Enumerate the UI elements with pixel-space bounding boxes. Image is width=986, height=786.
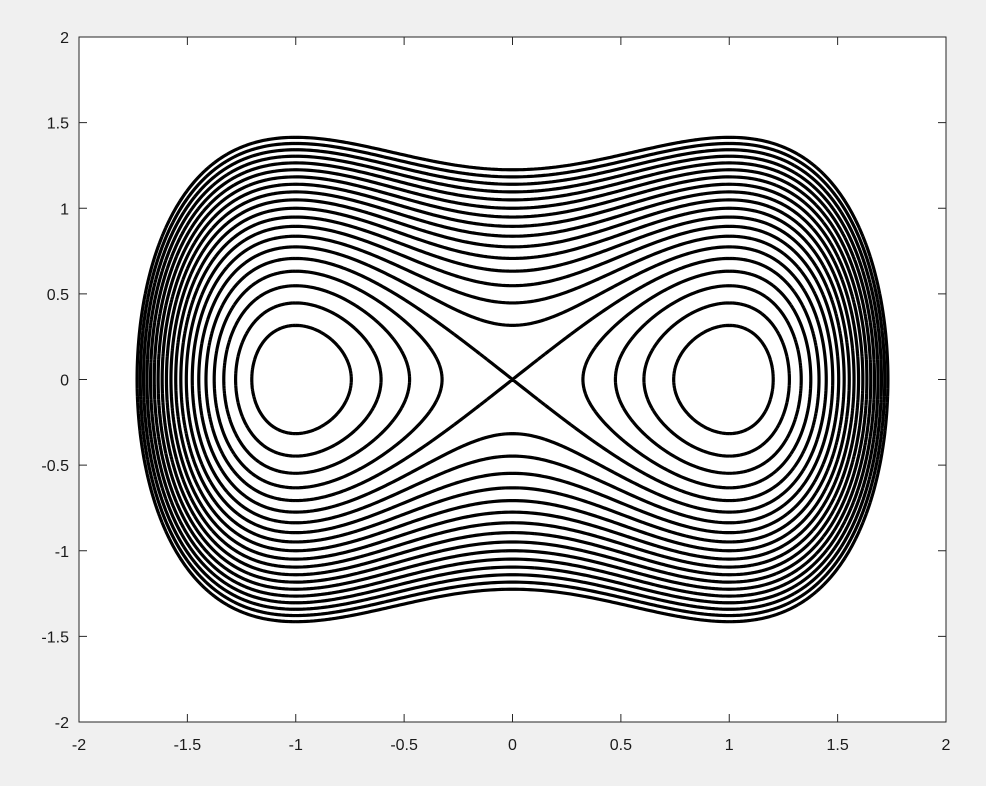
contour-line-solid: [156, 175, 869, 584]
contour-line-solid: [197, 245, 828, 514]
contour-line-solid: [190, 234, 835, 525]
contour-line-dashed: [222, 284, 803, 475]
y-tick-label: -1.5: [41, 629, 69, 646]
y-tick-label: -1: [55, 544, 69, 561]
x-tick-label: -2: [72, 737, 86, 754]
contour-line-solid: [160, 182, 865, 577]
contour-line-solid: [164, 190, 861, 569]
contour-line-solid: [204, 256, 821, 503]
y-tick-label: 2: [60, 30, 69, 47]
x-tick-label: -1: [289, 737, 303, 754]
x-tick-label: 1: [725, 737, 734, 754]
contour-line-dashed: [234, 301, 791, 458]
contour-line-solid: [174, 206, 851, 553]
contour-line-solid: [148, 161, 877, 598]
x-tick-label: 0.5: [610, 737, 632, 754]
y-tick-label: -0.5: [41, 458, 69, 475]
y-tick-labels: -2 -1.5 -1 -0.5 0 0.5 1 1.5 2: [41, 30, 69, 732]
contour-line-dashed: [212, 269, 813, 490]
x-tick-label: 0: [508, 737, 517, 754]
y-tick-label: -2: [55, 715, 69, 732]
x-tick-label: -1.5: [174, 737, 202, 754]
axis-ticks: [78, 36, 947, 723]
contour-line-solid: [135, 135, 890, 624]
contour-line-solid: [152, 168, 873, 591]
y-tick-label: 0: [60, 373, 69, 390]
contour-lines: [135, 135, 890, 624]
y-tick-label: 1: [60, 201, 69, 218]
contour-line-solid: [141, 148, 884, 611]
x-tick-label: 1.5: [827, 737, 849, 754]
contour-line-solid: [145, 154, 880, 605]
contour-line-solid: [179, 215, 846, 544]
x-tick-label: 2: [942, 737, 951, 754]
contour-line-solid: [169, 198, 856, 561]
contour-line-dashed: [250, 323, 775, 436]
x-tick-labels: -2 -1.5 -1 -0.5 0 0.5 1 1.5 2: [72, 737, 951, 754]
x-tick-label: -0.5: [390, 737, 418, 754]
y-tick-label: 1.5: [47, 116, 69, 133]
contour-line-solid: [138, 141, 887, 618]
contour-line-solid: [184, 224, 841, 535]
y-tick-label: 0.5: [47, 287, 69, 304]
